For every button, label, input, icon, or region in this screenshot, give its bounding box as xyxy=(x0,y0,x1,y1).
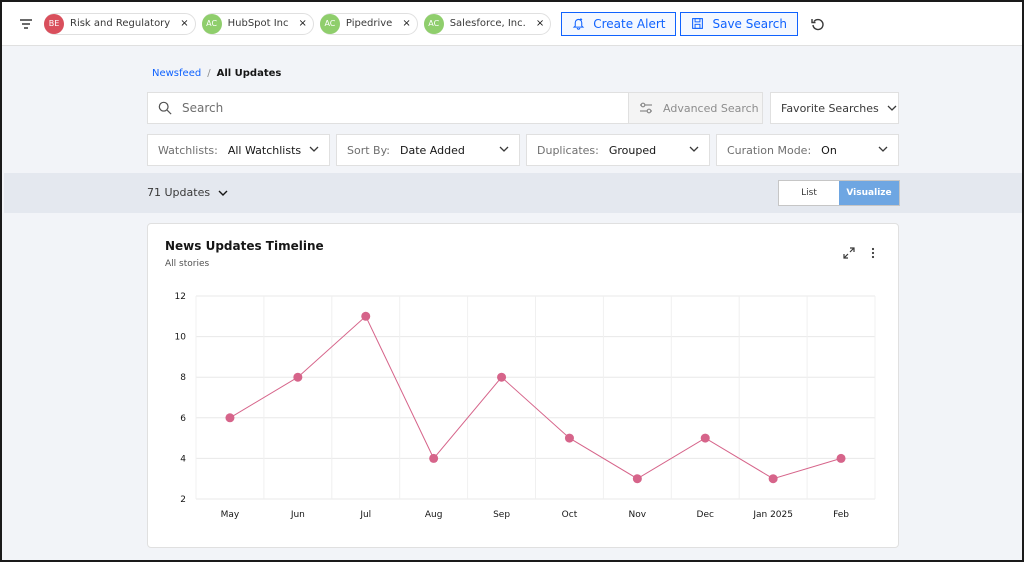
chevron-down-icon xyxy=(218,190,228,196)
visualize-view-tab[interactable]: Visualize xyxy=(839,181,899,205)
expand-icon[interactable] xyxy=(842,246,856,260)
x-tick-label: Nov xyxy=(629,510,647,520)
view-toggle: List Visualize xyxy=(778,180,900,206)
x-tick-label: Aug xyxy=(425,510,443,520)
data-point xyxy=(225,413,235,423)
x-tick-label: Feb xyxy=(833,510,849,520)
close-icon[interactable]: × xyxy=(180,18,189,29)
chevron-down-icon xyxy=(887,105,897,111)
save-search-label: Save Search xyxy=(712,16,787,31)
chevron-down-icon xyxy=(689,146,699,152)
x-tick-label: Sep xyxy=(493,510,510,520)
filter-chip[interactable]: AC Salesforce, Inc. × xyxy=(423,12,552,35)
updates-count: 71 Updates xyxy=(147,186,211,199)
sort-by-dropdown[interactable]: Sort By: Date Added xyxy=(336,134,520,166)
favorite-searches-label: Favorite Searches xyxy=(781,101,879,115)
bell-icon xyxy=(572,18,585,30)
chevron-down-icon xyxy=(878,146,888,152)
timeline-chart: 2 4 6 8 10 12 May Jun Jul Aug Sep Oct Nov Dec Jan 2025… xyxy=(175,292,876,520)
y-tick-label: 10 xyxy=(175,333,187,343)
curation-mode-label: Curation Mode: xyxy=(727,143,812,157)
search-box: Advanced Search xyxy=(147,92,763,124)
watchlist-avatar: AC xyxy=(423,13,444,34)
y-tick-label: 2 xyxy=(180,495,186,505)
save-icon xyxy=(692,18,704,29)
data-point xyxy=(768,474,778,484)
filter-chip-label: HubSpot Inc xyxy=(227,18,289,29)
curation-mode-value: On xyxy=(821,143,837,157)
y-tick-label: 6 xyxy=(180,414,186,424)
close-icon[interactable]: × xyxy=(298,18,307,29)
watchlist-avatar: AC xyxy=(319,13,340,34)
filter-icon[interactable] xyxy=(16,14,36,34)
filter-chip-label: Salesforce, Inc. xyxy=(449,18,526,29)
y-tick-label: 12 xyxy=(175,292,186,302)
filter-chip-label: Pipedrive xyxy=(345,18,393,29)
close-icon[interactable]: × xyxy=(535,18,545,29)
data-point xyxy=(836,453,846,463)
data-point xyxy=(429,453,439,463)
chart-subtitle: All stories xyxy=(165,259,210,269)
sort-by-value: Date Added xyxy=(400,143,465,157)
breadcrumb: Newsfeed / All Updates xyxy=(152,68,281,79)
advanced-search-label: Advanced Search xyxy=(663,101,759,115)
sort-by-label: Sort By: xyxy=(347,143,391,157)
duplicates-value: Grouped xyxy=(608,143,657,157)
x-tick-label: Jul xyxy=(359,510,371,520)
sliders-icon xyxy=(640,102,652,114)
advanced-search-button[interactable]: Advanced Search xyxy=(628,93,762,123)
filter-bar: BE Risk and Regulatory × AC HubSpot Inc × AC Pi… xyxy=(2,2,1022,46)
updates-count-toggle[interactable]: 71 Updates xyxy=(147,186,228,199)
x-tick-label: Oct xyxy=(562,510,578,520)
search-input[interactable] xyxy=(182,101,628,115)
chevron-down-icon xyxy=(309,146,319,152)
x-tick-label: May xyxy=(221,510,240,520)
data-point xyxy=(361,311,371,321)
overflow-menu-icon[interactable] xyxy=(870,247,876,259)
watchlists-value: All Watchlists xyxy=(227,143,302,157)
filter-chip[interactable]: AC Pipedrive × xyxy=(319,12,418,35)
breadcrumb-separator: / xyxy=(207,68,211,79)
favorite-searches-dropdown[interactable]: Favorite Searches xyxy=(770,92,899,124)
series-line xyxy=(229,315,842,480)
curation-mode-dropdown[interactable]: Curation Mode: On xyxy=(716,134,899,166)
list-view-tab[interactable]: List xyxy=(779,181,839,205)
watchlist-avatar: AC xyxy=(201,13,222,34)
search-icon xyxy=(158,101,172,115)
timeline-chart-card: 2 4 6 8 10 12 May Jun Jul Aug Sep Oct Nov Dec Jan 2025… xyxy=(147,223,899,548)
filter-chip[interactable]: BE Risk and Regulatory × xyxy=(44,12,196,35)
y-tick-label: 8 xyxy=(180,373,186,383)
data-point xyxy=(564,433,574,443)
duplicates-label: Duplicates: xyxy=(537,143,599,157)
duplicates-dropdown[interactable]: Duplicates: Grouped xyxy=(526,134,710,166)
watchlists-dropdown[interactable]: Watchlists: All Watchlists xyxy=(147,134,330,166)
y-tick-label: 4 xyxy=(180,454,186,464)
chart-title: News Updates Timeline xyxy=(165,239,324,253)
breadcrumb-newsfeed[interactable]: Newsfeed xyxy=(152,68,202,79)
filter-chip-list: BE Risk and Regulatory × AC HubSpot Inc × AC Pi… xyxy=(44,12,557,35)
breadcrumb-current: All Updates xyxy=(216,68,282,79)
watchlist-avatar: BE xyxy=(44,13,64,34)
create-alert-label: Create Alert xyxy=(593,16,666,31)
watchlists-label: Watchlists: xyxy=(158,143,218,157)
data-point xyxy=(632,474,642,484)
data-point xyxy=(700,433,710,443)
filter-chip-label: Risk and Regulatory xyxy=(70,18,171,29)
reset-icon[interactable] xyxy=(810,16,826,32)
x-tick-label: Jun xyxy=(290,510,305,520)
create-alert-button[interactable]: Create Alert xyxy=(561,11,677,36)
save-search-button[interactable]: Save Search xyxy=(680,11,798,36)
data-point xyxy=(293,372,303,382)
data-point xyxy=(497,372,507,382)
close-icon[interactable]: × xyxy=(402,18,411,29)
x-tick-label: Dec xyxy=(697,510,714,520)
filter-chip[interactable]: AC HubSpot Inc × xyxy=(201,12,314,35)
chevron-down-icon xyxy=(499,146,509,152)
x-tick-label: Jan 2025 xyxy=(752,510,793,520)
